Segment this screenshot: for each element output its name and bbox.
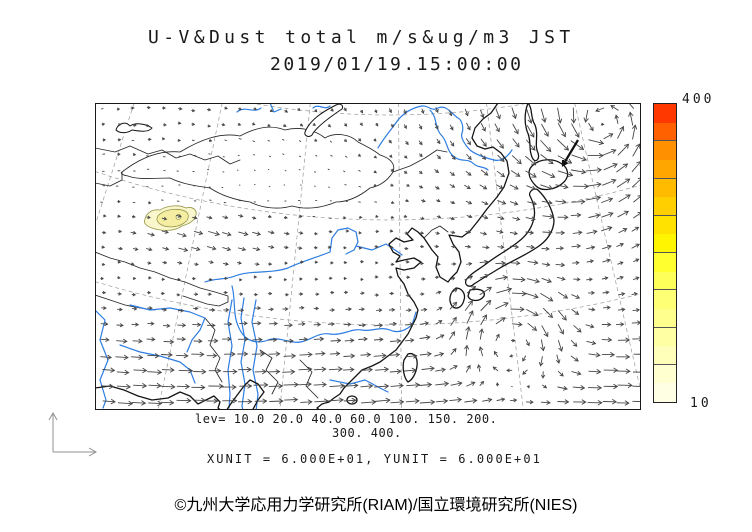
colorbar-cell — [654, 178, 676, 198]
colorbar-tick — [654, 177, 676, 179]
political-border-layer — [94, 126, 449, 399]
colorbar-cell — [654, 364, 676, 384]
colorbar-tick — [654, 214, 676, 216]
colorbar-min-label: 10 — [690, 396, 712, 411]
colorbar-cell — [654, 253, 676, 272]
colorbar-max-label: 400 — [682, 92, 715, 107]
colorbar — [653, 103, 677, 403]
colorbar-cell — [654, 327, 676, 347]
colorbar-cell — [654, 159, 676, 179]
colorbar-cell — [654, 197, 676, 216]
colorbar-tick — [654, 252, 676, 253]
contour-levels-label-line1: lev= 10.0 20.0 40.0 60.0 100. 150. 200. — [195, 412, 498, 426]
copyright-text: ©九州大学応用力学研究所(RIAM)/国立環境研究所(NIES) — [174, 497, 578, 514]
coastline-layer — [94, 102, 569, 412]
colorbar-cell — [654, 346, 676, 365]
colorbar-cell — [654, 271, 676, 291]
map-frame — [95, 103, 641, 410]
strong-wind-arrow — [561, 139, 579, 167]
colorbar-tick — [654, 363, 676, 365]
colorbar-cell — [654, 234, 676, 253]
colorbar-tick — [654, 140, 676, 142]
contour-levels-label-line2: 300. 400. — [332, 426, 402, 440]
map-area — [35, 59, 752, 412]
colorbar-cell — [654, 383, 676, 402]
colorbar-cell — [654, 122, 676, 142]
graticule-layer — [35, 59, 752, 411]
axis-indicator — [48, 411, 98, 457]
colorbar-cell — [654, 215, 676, 235]
map-canvas — [35, 59, 752, 412]
colorbar-tick — [654, 326, 676, 328]
colorbar-cell — [654, 104, 676, 123]
wind-vector-layer — [100, 98, 648, 407]
colorbar-cell — [654, 290, 676, 309]
colorbar-cell — [654, 141, 676, 160]
plot-title: U-V&Dust total m/s&ug/m3 JST — [148, 27, 575, 48]
plot-timestamp: 2019/01/19.15:00:00 — [270, 54, 524, 75]
vector-units-label: XUNIT = 6.000E+01, YUNIT = 6.000E+01 — [207, 452, 542, 466]
dust-plume — [144, 205, 197, 231]
colorbar-cell — [654, 308, 676, 328]
colorbar-tick — [654, 289, 676, 291]
river-layer — [94, 102, 513, 412]
lake-layer — [115, 103, 343, 137]
